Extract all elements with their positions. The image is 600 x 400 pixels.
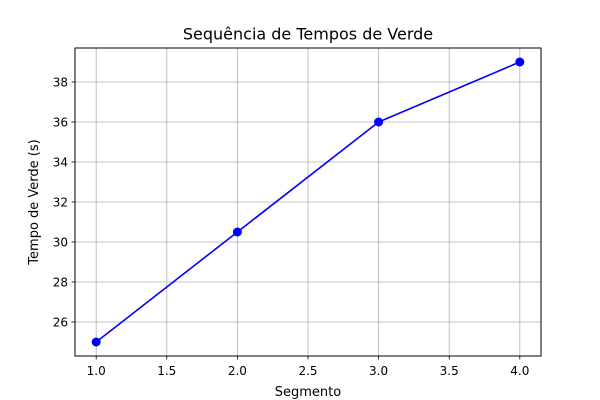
y-tick-label: 26 (53, 316, 68, 330)
data-point (515, 57, 525, 67)
x-axis: 1.0 1.5 2.0 2.5 3.0 3.5 4.0 (87, 356, 529, 378)
y-tick-label: 30 (53, 236, 68, 250)
data-point (232, 227, 242, 237)
y-tick-label: 28 (53, 276, 68, 290)
y-axis: 26 28 30 32 34 36 38 (53, 76, 75, 330)
y-tick-label: 32 (53, 196, 68, 210)
x-tick-label: 2.5 (298, 364, 317, 378)
x-axis-label: Segmento (275, 385, 342, 400)
series-layer (91, 57, 525, 347)
series-line (95, 61, 521, 343)
x-tick-label: 4.0 (510, 364, 529, 378)
y-axis-label: Tempo de Verde (s) (27, 139, 42, 265)
x-tick-label: 1.5 (157, 364, 176, 378)
x-tick-label: 3.0 (369, 364, 388, 378)
x-tick-label: 3.5 (440, 364, 459, 378)
x-tick-label: 1.0 (87, 364, 106, 378)
data-point (91, 337, 101, 347)
y-tick-label: 34 (53, 156, 68, 170)
y-tick-label: 38 (53, 76, 68, 90)
data-point (374, 117, 384, 127)
y-tick-label: 36 (53, 116, 68, 130)
x-tick-label: 2.0 (228, 364, 247, 378)
chart-title: Sequência de Tempos de Verde (183, 25, 433, 44)
grid-lines (75, 48, 541, 356)
